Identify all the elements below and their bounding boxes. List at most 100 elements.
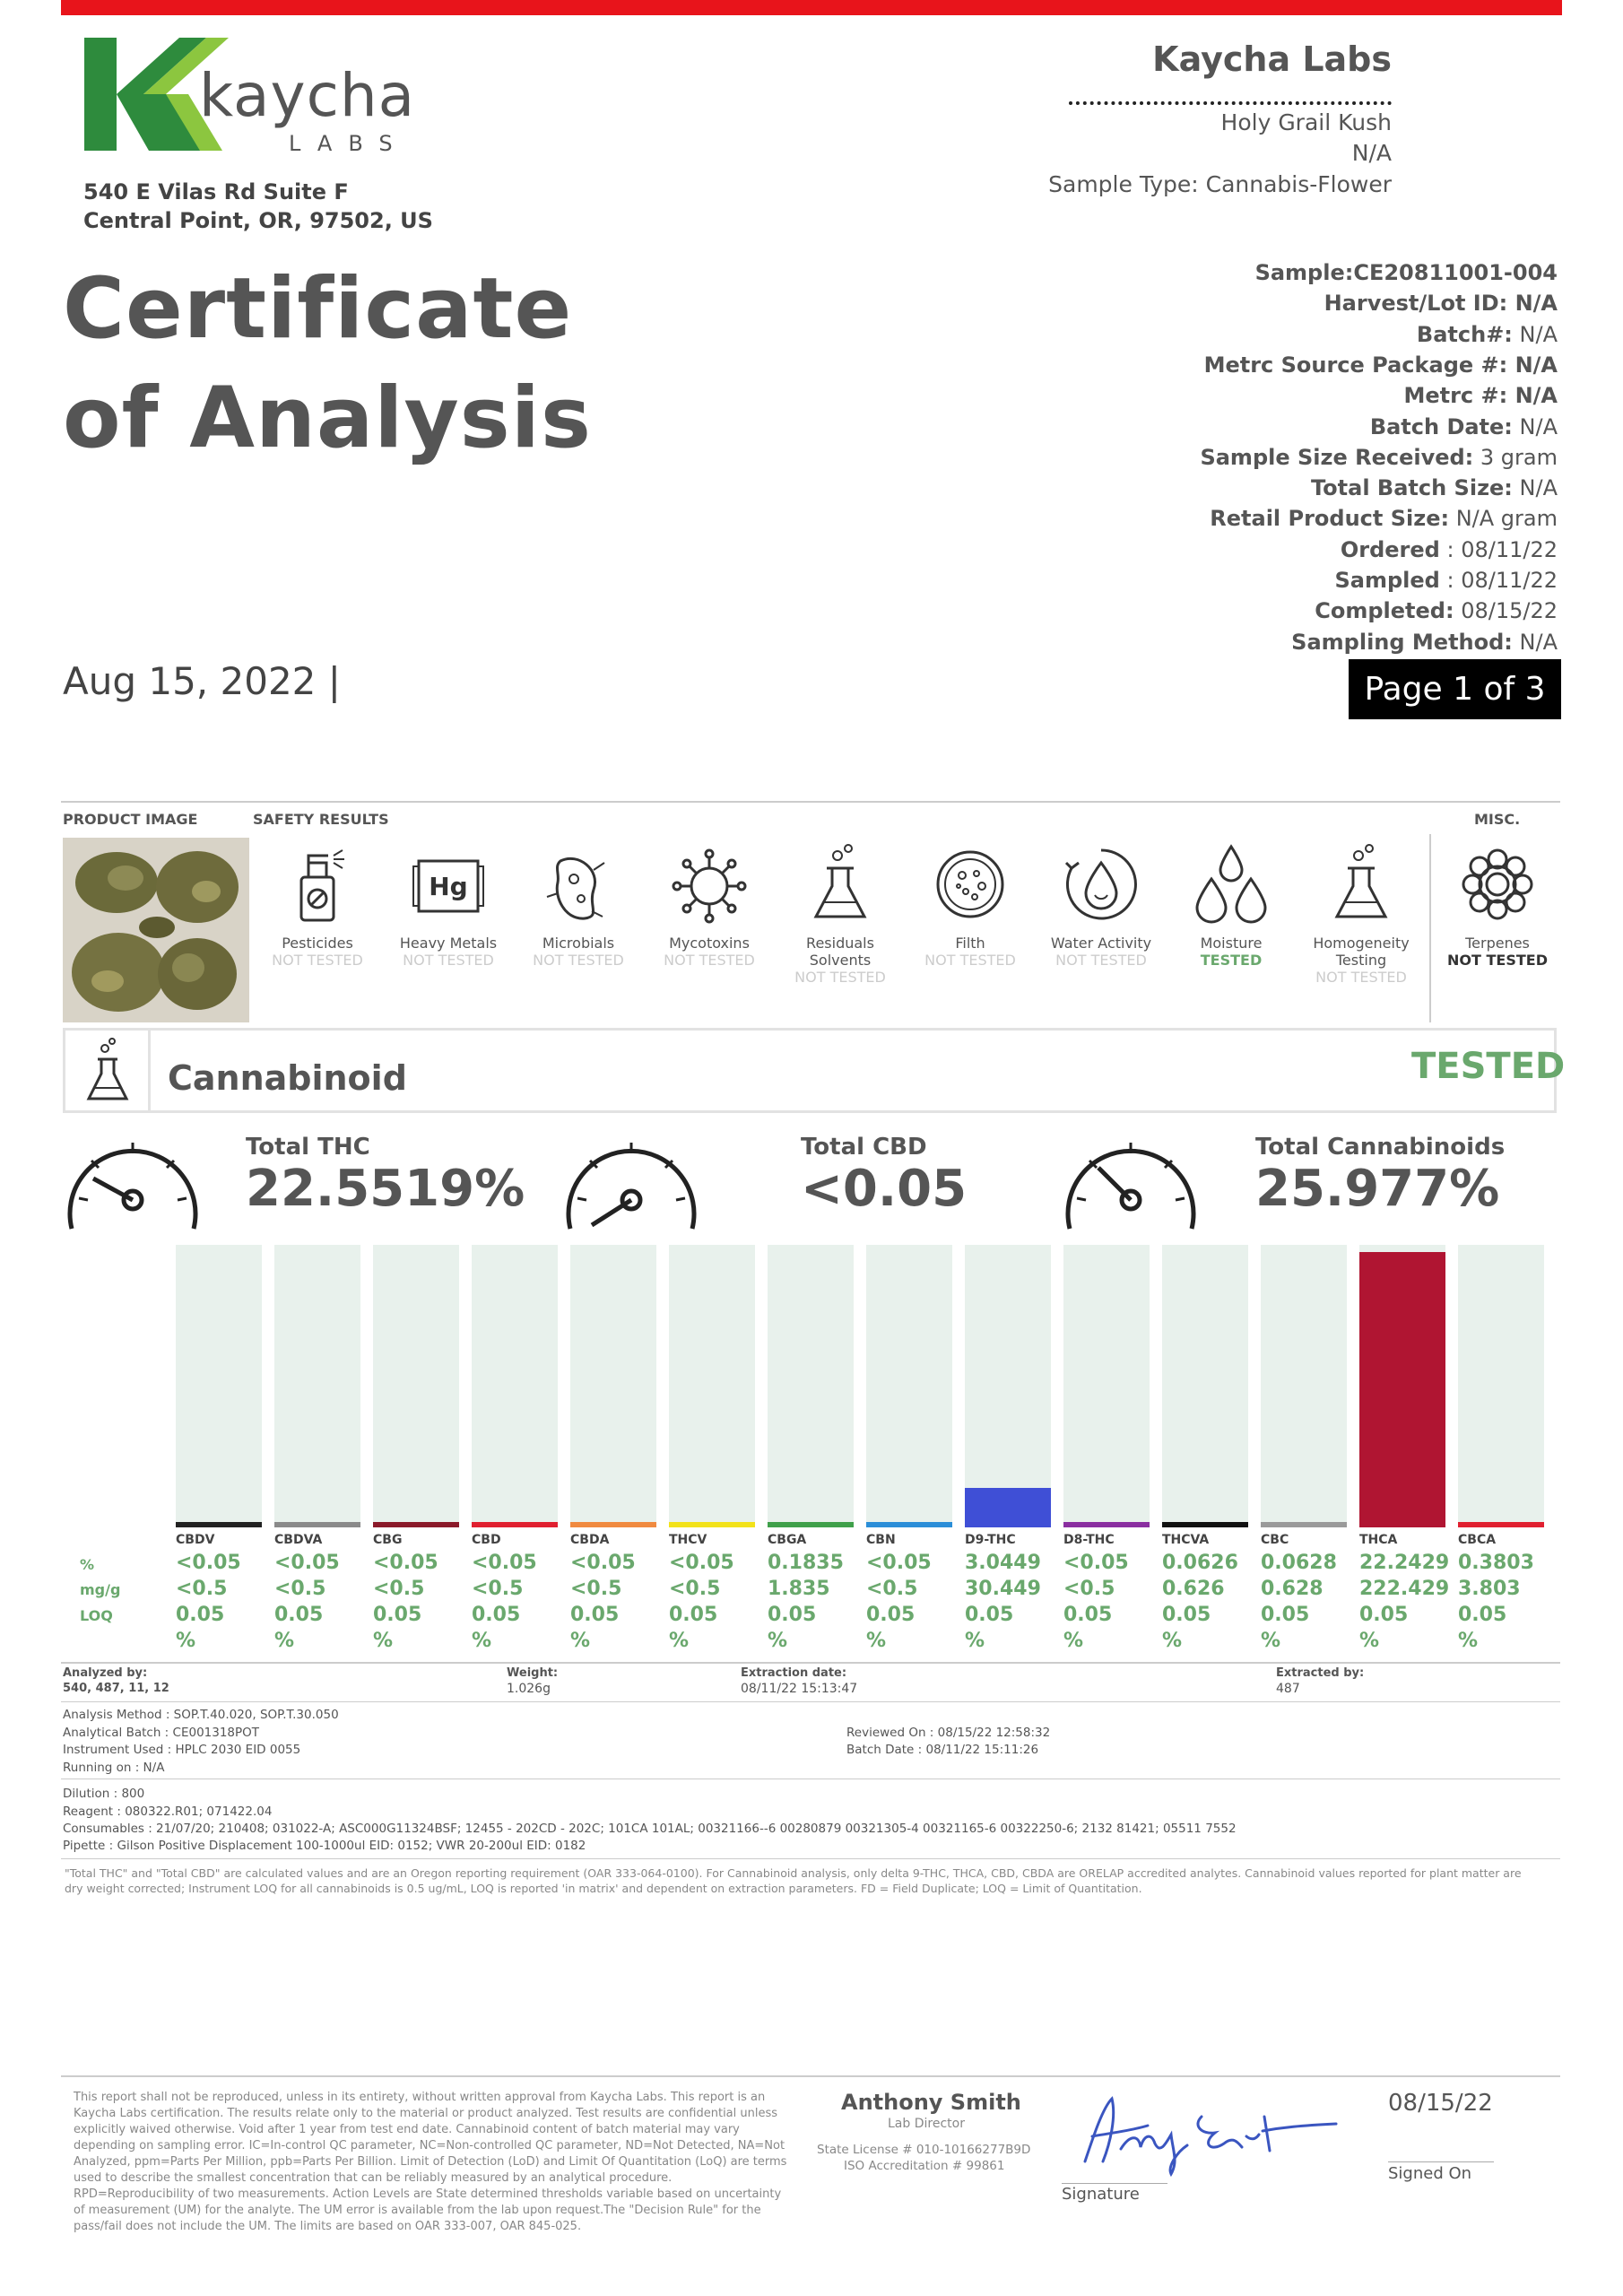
- flask-icon: [1334, 844, 1388, 918]
- weight-label: Weight:: [507, 1666, 559, 1680]
- state-license: State License # 010-10166277B9D: [817, 2143, 1031, 2157]
- cannabinoid-value: <0.05: [669, 1552, 734, 1574]
- sample-info-value: : 08/11/22: [1439, 568, 1558, 593]
- safety-item-filth: Filth NOT TESTED: [905, 843, 1036, 969]
- bar-baseline: [1458, 1522, 1544, 1527]
- pipette: Pipette : Gilson Positive Displacement 1…: [63, 1839, 586, 1853]
- disclaimer: This report shall not be reproduced, unl…: [74, 2091, 787, 2233]
- safety-label: Pesticides: [282, 935, 353, 952]
- cannabinoid-value: <0.5: [373, 1578, 425, 1600]
- cannabinoid-note: "Total THC" and "Total CBD" are calculat…: [65, 1866, 1522, 1895]
- sample-info-row: Total Batch Size: N/A: [1311, 475, 1558, 500]
- sample-info-row: Metrc Source Package #: N/A: [1204, 352, 1558, 378]
- sample-info-value: N/A: [1512, 629, 1558, 655]
- sample-info-value: 3 gram: [1473, 444, 1558, 470]
- safety-status: NOT TESTED: [272, 952, 363, 969]
- bar-baseline: [965, 1522, 1051, 1527]
- cannabinoid-value: 0.05: [768, 1604, 817, 1626]
- cannabinoid-value: 3.0449: [965, 1552, 1041, 1574]
- flask-icon: [813, 844, 867, 918]
- sample-info-row: Harvest/Lot ID: N/A: [1324, 291, 1558, 316]
- signed-on-label: Signed On: [1388, 2164, 1472, 2183]
- microbe-icon: [546, 857, 605, 920]
- hg-text: Hg: [429, 872, 467, 901]
- cannabinoid-value: 0.05: [1458, 1604, 1507, 1626]
- top-color-bar: [61, 0, 1562, 15]
- sample-info-row: Sample Size Received: 3 gram: [1200, 445, 1558, 470]
- cannabinoid-name: CBDVA: [274, 1533, 323, 1547]
- unit-label: %: [1458, 1630, 1479, 1652]
- address-line-2: Central Point, OR, 97502, US: [83, 208, 433, 233]
- sample-info-label: Batch Date:: [1369, 413, 1513, 439]
- water-drop-icon: [1064, 848, 1137, 920]
- bar-background: [866, 1245, 952, 1526]
- safety-item-terpenes: Terpenes NOT TESTED: [1432, 843, 1563, 969]
- unit-label: %: [866, 1630, 887, 1652]
- sample-info-label: Completed:: [1315, 598, 1454, 624]
- sample-info-row: Retail Product Size: N/A gram: [1210, 506, 1558, 531]
- product-image-caption: PRODUCT IMAGE: [63, 811, 198, 828]
- sample-info-row: Ordered : 08/11/22: [1341, 537, 1558, 562]
- cannabinoid-value: 0.628: [1261, 1578, 1324, 1600]
- extraction-date-label: Extraction date:: [741, 1666, 847, 1680]
- gauge-total-cannabinoids: [1059, 1128, 1202, 1239]
- reviewed-on: Reviewed On : 08/15/22 12:58:32: [846, 1726, 1051, 1740]
- cannabinoid-name: CBC: [1261, 1533, 1289, 1547]
- batch-date: Batch Date : 08/11/22 15:11:26: [846, 1743, 1039, 1757]
- cannabinoid-name: CBG: [373, 1533, 403, 1547]
- unit-label: %: [274, 1630, 295, 1652]
- logo-text: kaycha: [199, 61, 416, 130]
- flask-icon: [86, 1038, 129, 1100]
- row-label-mgg: mg/g: [80, 1581, 121, 1598]
- unit-label: %: [472, 1630, 492, 1652]
- cannabinoid-name: THCVA: [1162, 1533, 1210, 1547]
- analysis-method: Analysis Method : SOP.T.40.020, SOP.T.30…: [63, 1708, 339, 1722]
- unit-label: %: [768, 1630, 788, 1652]
- safety-item-pesticides: Pesticides NOT TESTED: [252, 843, 383, 969]
- iso-accreditation: ISO Accreditation # 99861: [844, 2159, 1005, 2173]
- bar-baseline: [176, 1522, 262, 1527]
- safety-status: NOT TESTED: [533, 952, 624, 969]
- instrument-used: Instrument Used : HPLC 2030 EID 0055: [63, 1743, 301, 1757]
- sample-info-label: Ordered: [1340, 536, 1440, 562]
- cannabinoid-value: 0.05: [373, 1604, 422, 1626]
- sample-info-value: 08/15/22: [1454, 598, 1558, 624]
- flower-icon: [1462, 848, 1533, 920]
- safety-item-homogeneity: Homogeneity Testing NOT TESTED: [1296, 843, 1427, 986]
- total-thc-value: 22.5519%: [246, 1160, 525, 1218]
- cannabinoid-value: <0.5: [1063, 1578, 1115, 1600]
- bar-background: [1162, 1245, 1248, 1526]
- safety-item-moisture: Moisture TESTED: [1166, 843, 1297, 969]
- extraction-date: 08/11/22 15:13:47: [741, 1682, 858, 1696]
- sample-info-value: N/A: [1512, 413, 1558, 439]
- safety-item-mycotoxins: Mycotoxins NOT TESTED: [644, 843, 775, 969]
- sample-info-label: Sampling Method:: [1291, 629, 1513, 655]
- signer-name: Anthony Smith: [841, 2090, 1021, 2115]
- unit-label: %: [176, 1630, 196, 1652]
- sample-info-row: Sample:CE20811001-004: [1255, 260, 1558, 285]
- sample-type: Sample Type: Cannabis-Flower: [1048, 171, 1392, 197]
- cannabinoid-value: <0.5: [472, 1578, 524, 1600]
- safety-status: NOT TESTED: [1055, 952, 1147, 969]
- row-label-pct: %: [80, 1556, 95, 1573]
- cannabinoid-name: CBN: [866, 1533, 896, 1547]
- cannabinoid-value: <0.5: [669, 1578, 721, 1600]
- unit-label: %: [373, 1630, 394, 1652]
- cannabinoid-name: D9-THC: [965, 1533, 1016, 1547]
- safety-item-water-activity: Water Activity NOT TESTED: [1036, 843, 1167, 969]
- misc-divider: [1429, 834, 1431, 1022]
- lab-name: Kaycha Labs: [1152, 39, 1392, 79]
- bar-baseline: [669, 1522, 755, 1527]
- logo-subtext: LABS: [289, 131, 409, 156]
- cannabinoid-value: 0.05: [274, 1604, 324, 1626]
- cannabinoid-value: <0.05: [274, 1552, 340, 1574]
- unit-label: %: [965, 1630, 985, 1652]
- sample-info-value: : 08/11/22: [1439, 536, 1558, 562]
- total-cbd-label: Total CBD: [801, 1134, 927, 1161]
- total-cbd-value: <0.05: [801, 1160, 968, 1218]
- weight: 1.026g: [507, 1682, 551, 1696]
- safety-status: TESTED: [1200, 952, 1263, 969]
- safety-status: NOT TESTED: [1315, 969, 1407, 986]
- cannabinoid-value: <0.05: [570, 1552, 636, 1574]
- document-title-line-1: Certificate: [63, 260, 573, 358]
